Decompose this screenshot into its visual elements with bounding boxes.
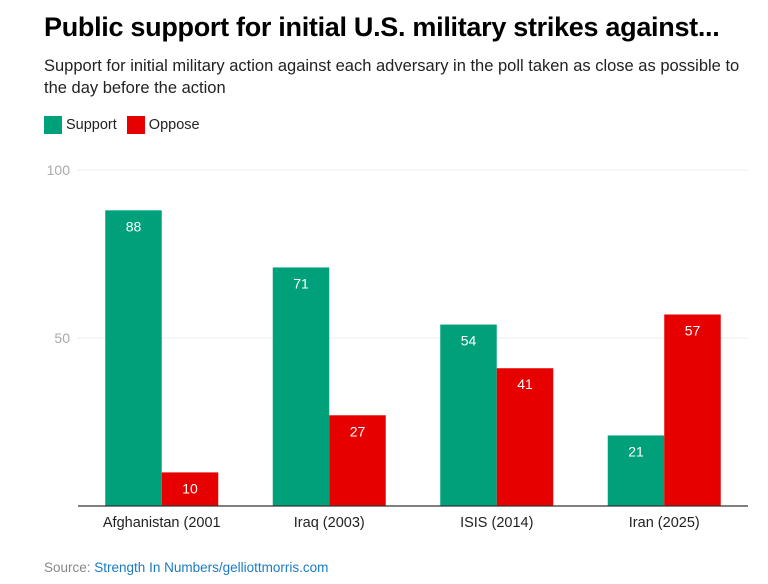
chart-title: Public support for initial U.S. military… <box>44 12 720 42</box>
legend-item-oppose: Oppose <box>126 116 200 134</box>
x-tick-label: Iraq (2003) <box>294 515 365 531</box>
source-link[interactable]: Strength In Numbers/gelliottmorris.com <box>94 560 329 575</box>
bar-support <box>607 435 665 506</box>
data-label: 21 <box>628 443 644 459</box>
bar-support <box>105 210 162 506</box>
data-label: 88 <box>126 218 142 234</box>
data-label: 10 <box>182 480 198 496</box>
legend-swatch-support <box>44 116 62 134</box>
bar-oppose <box>664 314 721 506</box>
source-note: Source: Strength In Numbers/gelliottmorr… <box>44 560 328 575</box>
legend-item-support: Support <box>44 116 117 134</box>
data-label: 54 <box>461 333 477 349</box>
bar-oppose <box>496 368 554 506</box>
y-tick-label: 100 <box>47 162 71 178</box>
x-tick-label: Afghanistan (2001 <box>103 515 221 531</box>
data-label: 27 <box>350 423 366 439</box>
x-tick-label: ISIS (2014) <box>460 515 533 531</box>
chart-subtitle: Support for initial military action agai… <box>44 57 740 97</box>
bar-support <box>440 324 497 506</box>
data-label: 57 <box>685 322 701 338</box>
source-label: Source: <box>44 560 95 575</box>
legend: Support Oppose <box>44 116 210 134</box>
bar-oppose <box>161 472 219 506</box>
legend-label-oppose: Oppose <box>148 117 200 133</box>
bar-oppose <box>329 415 386 506</box>
data-label: 71 <box>293 275 309 291</box>
bar-support <box>272 267 330 506</box>
legend-label-support: Support <box>66 117 117 133</box>
data-label: 41 <box>517 376 533 392</box>
legend-swatch-oppose <box>126 116 145 134</box>
x-tick-label: Iran (2025) <box>629 515 700 531</box>
y-tick-label: 50 <box>54 330 70 346</box>
